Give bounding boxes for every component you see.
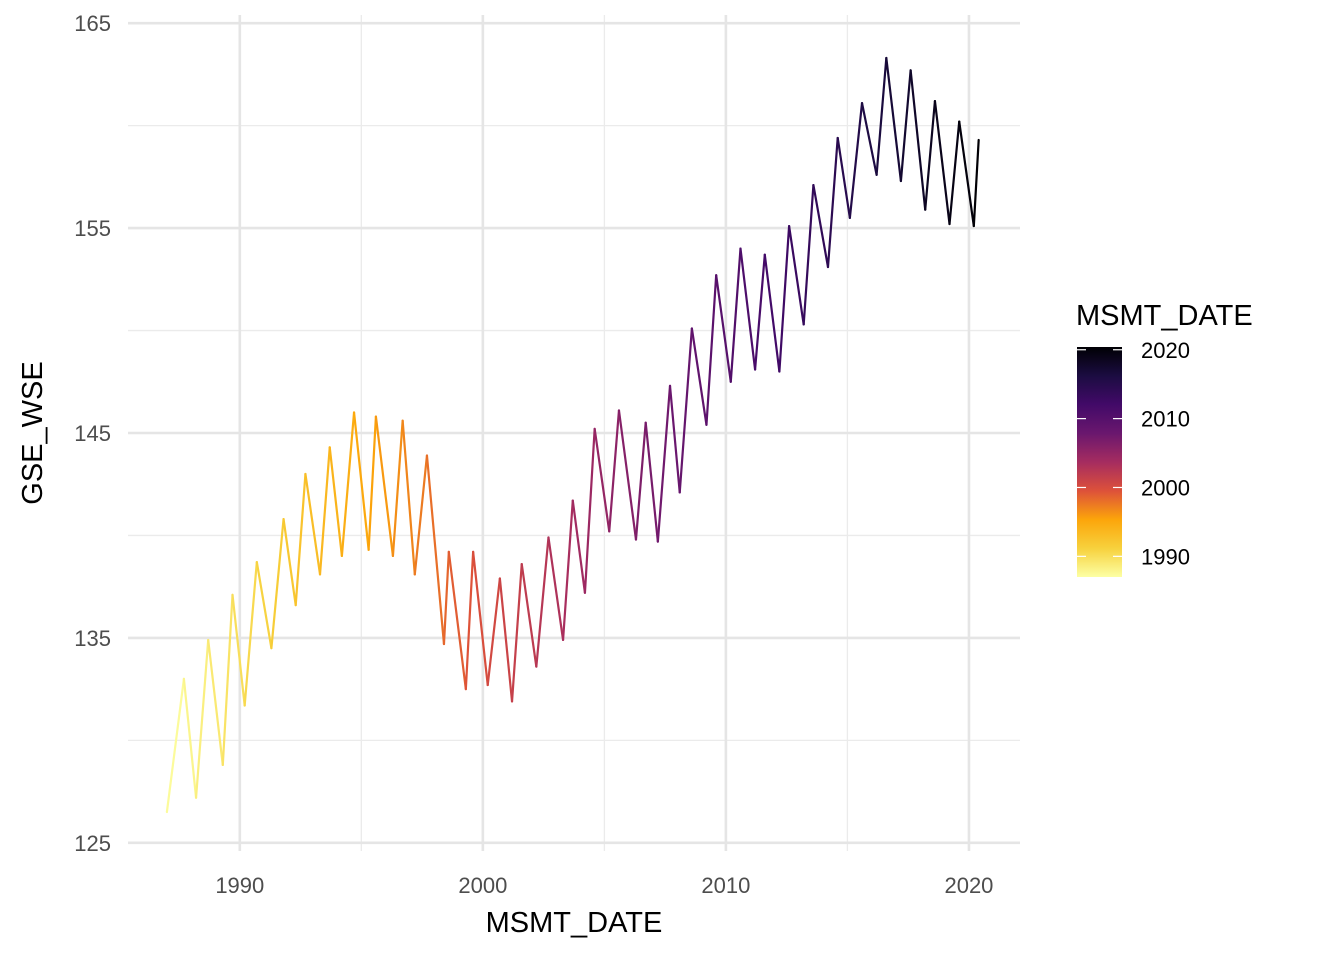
line-segment: [812, 183, 830, 269]
line-segment: [924, 99, 937, 211]
line-segment: [401, 419, 416, 576]
line-segment: [352, 411, 370, 551]
line-segment: [617, 409, 638, 541]
line-segment: [909, 69, 927, 211]
line-segment: [826, 136, 839, 269]
data-line: [165, 56, 980, 814]
line-segment: [221, 593, 234, 767]
y-tick-label: 145: [74, 421, 111, 446]
line-segment: [340, 411, 356, 558]
x-tick-label: 1990: [215, 873, 264, 898]
line-segment: [933, 99, 951, 226]
line-segment: [447, 550, 467, 691]
line-segment: [255, 560, 273, 650]
line-segment: [899, 69, 912, 183]
y-axis-title: GSE_WSE: [17, 361, 49, 504]
line-segment: [583, 427, 596, 594]
line-segment: [231, 593, 246, 707]
line-segment: [644, 421, 659, 543]
line-segment: [608, 409, 621, 533]
line-segment: [413, 454, 429, 576]
line-segment: [535, 536, 550, 668]
line-segment: [520, 563, 538, 668]
line-segment: [561, 499, 574, 642]
line-segment: [848, 102, 864, 219]
line-segment: [498, 577, 514, 703]
y-tick-label: 125: [74, 831, 111, 856]
line-segment: [690, 327, 708, 426]
line-segment: [304, 472, 322, 576]
grid-major: [128, 15, 1020, 851]
y-axis: 125 135 145 155 165: [74, 11, 111, 856]
line-segment: [958, 120, 975, 228]
y-tick-label: 165: [74, 11, 111, 36]
line-segment: [668, 384, 681, 494]
x-tick-label: 2010: [701, 873, 750, 898]
line-segment: [875, 56, 888, 176]
line-segment: [165, 677, 186, 814]
line-segment: [486, 577, 501, 687]
line-segment: [294, 472, 307, 607]
line-segment: [243, 560, 258, 707]
legend-label: 1990: [1141, 544, 1190, 569]
line-segment: [442, 550, 450, 646]
line-segment: [270, 517, 285, 650]
line-segment: [972, 138, 980, 228]
line-segment: [778, 224, 791, 373]
line-segment: [510, 563, 523, 703]
legend-title: MSMT_DATE: [1076, 300, 1253, 332]
line-segment: [374, 415, 395, 558]
line-segment: [318, 446, 331, 576]
line-segment: [715, 274, 732, 383]
x-axis-title: MSMT_DATE: [486, 907, 663, 939]
x-axis: 1990 2000 2010 2020: [215, 873, 993, 898]
line-segment: [836, 136, 851, 219]
line-segment: [425, 454, 446, 646]
line-segment: [571, 499, 587, 594]
legend-label: 2010: [1141, 407, 1190, 432]
legend-colorbar: [1077, 347, 1122, 577]
line-segment: [948, 120, 961, 226]
line-segment: [464, 550, 475, 691]
line-segment: [678, 327, 693, 494]
line-segment: [788, 224, 805, 326]
line-segment: [753, 253, 766, 371]
x-tick-label: 2000: [458, 873, 507, 898]
line-segment: [391, 419, 404, 558]
line-segment: [367, 415, 378, 551]
line-segment: [547, 536, 565, 642]
y-tick-label: 135: [74, 626, 111, 651]
line-segment: [328, 446, 343, 558]
line-segment: [634, 421, 647, 541]
y-tick-label: 155: [74, 216, 111, 241]
line-segment: [593, 427, 611, 533]
line-segment: [729, 247, 742, 383]
legend-label: 2020: [1141, 338, 1190, 363]
line-segment: [182, 677, 198, 799]
line-segment: [207, 638, 224, 767]
legend-label: 2000: [1141, 475, 1190, 500]
line-segment: [194, 638, 210, 799]
line-segment: [860, 102, 878, 176]
line-segment: [472, 550, 489, 687]
line-segment: [885, 56, 903, 183]
line-segment: [802, 183, 815, 326]
legend-ticks: 1990 2000 2010 2020: [1077, 338, 1190, 569]
line-segment: [705, 274, 718, 426]
line-segment: [739, 247, 757, 371]
line-segment: [763, 253, 781, 373]
legend: MSMT_DATE 1990 2000 2010 2020: [1076, 300, 1253, 577]
line-segment: [656, 384, 672, 543]
x-tick-label: 2020: [944, 873, 993, 898]
line-segment: [282, 517, 297, 607]
